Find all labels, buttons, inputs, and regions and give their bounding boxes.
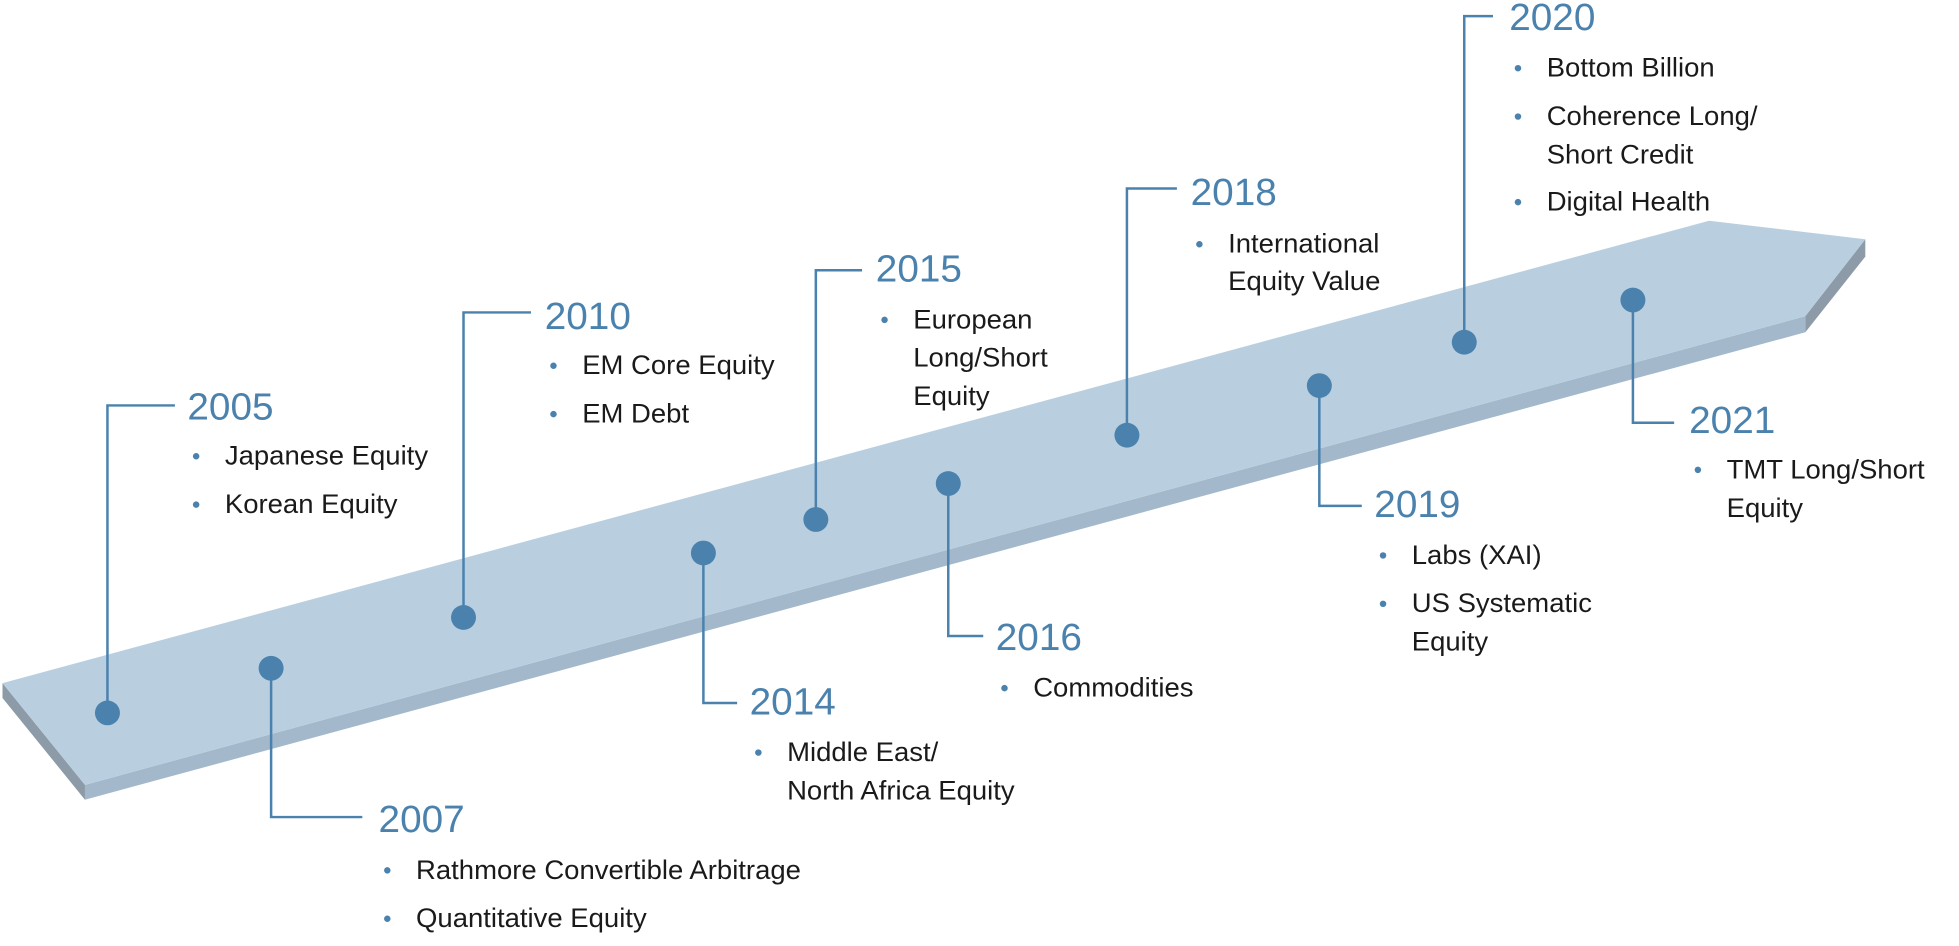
milestone-dot	[258, 655, 284, 681]
event-item: European	[913, 303, 1032, 334]
milestone-dot	[1306, 373, 1332, 398]
event-year: 2005	[187, 385, 273, 428]
connector-line	[1463, 14, 1493, 343]
event-year: 2019	[1374, 483, 1460, 526]
event-item: North Africa Equity	[787, 775, 1015, 806]
event-item: Coherence Long/	[1547, 100, 1758, 131]
connector-line	[1318, 385, 1362, 508]
event-year: 2007	[379, 798, 465, 841]
band-right-side	[1805, 239, 1866, 333]
event-item: Equity	[913, 380, 990, 411]
milestone-dot	[935, 471, 961, 496]
bullet	[1196, 241, 1203, 248]
milestone-dot	[1620, 287, 1646, 313]
milestone-dot	[94, 700, 120, 726]
milestone-dot	[1451, 329, 1477, 355]
event-item: Digital Health	[1547, 186, 1710, 217]
bullet	[192, 501, 200, 508]
event-item: Equity	[1412, 626, 1489, 657]
milestone-dot	[803, 507, 829, 532]
connector-line	[106, 404, 175, 713]
bullet	[1001, 684, 1008, 692]
timeline-event: 2018 International Equity Value	[1114, 171, 1380, 448]
timeline-event: 2019 Labs (XAI) US Systematic Equity	[1306, 373, 1592, 657]
connector-line	[462, 311, 531, 618]
bullet	[192, 453, 200, 460]
event-item: Equity Value	[1228, 265, 1380, 296]
event-item: EM Core Equity	[582, 349, 775, 380]
event-year: 2021	[1689, 399, 1775, 442]
connector-line	[1125, 187, 1177, 436]
event-item: Bottom Billion	[1547, 52, 1715, 83]
band-front	[84, 316, 1806, 800]
milestone-dot	[690, 540, 716, 566]
event-item: Korean Equity	[225, 488, 398, 519]
bullet	[1514, 198, 1522, 206]
bullet	[755, 749, 762, 756]
timeline-event: 2005 Japanese Equity Korean Equity	[94, 385, 428, 726]
bullet	[1514, 64, 1522, 72]
connector-line	[702, 552, 738, 705]
event-item: TMT Long/Short	[1727, 453, 1925, 484]
timeline-event: 2020 Bottom Billion Coherence Long/Short C…	[1451, 0, 1758, 355]
event-year: 2018	[1191, 171, 1277, 214]
timeline-event: 2010 EM Core Equity EM Debt	[451, 295, 775, 630]
timeline-event: 2021 TMT Long/Short Equity	[1620, 287, 1925, 523]
bullet	[550, 362, 557, 369]
milestone-dot	[451, 605, 477, 630]
event-item: International	[1228, 228, 1379, 259]
event-year: 2016	[996, 616, 1082, 659]
timeline-band	[2, 220, 1866, 800]
event-year: 2020	[1509, 0, 1595, 39]
bullet	[1514, 113, 1522, 120]
event-item: Quantitative Equity	[416, 902, 647, 933]
timeline-event: 2015 European Long/Short Equity	[803, 248, 1048, 532]
bullet	[1379, 552, 1387, 559]
event-item: EM Debt	[582, 398, 689, 429]
bullet	[881, 316, 888, 324]
band-left-side	[2, 683, 85, 800]
event-item: Long/Short	[913, 342, 1048, 373]
event-item: Equity	[1727, 492, 1804, 523]
timeline-event: 2016 Commodities	[935, 471, 1194, 703]
event-year: 2010	[545, 295, 631, 338]
events: 2005 Japanese Equity Korean Equity 2007 Rath…	[94, 0, 1925, 933]
event-item: Middle East/	[787, 736, 939, 767]
timeline-event: 2014 Middle East/North Africa Equity	[690, 540, 1015, 806]
event-item: Rathmore Convertible Arbitrage	[416, 854, 801, 885]
event-item: Labs (XAI)	[1412, 539, 1542, 570]
event-item: Japanese Equity	[225, 440, 428, 471]
connector-line	[1631, 300, 1675, 425]
connector-line	[269, 668, 363, 819]
event-item: Commodities	[1033, 672, 1193, 703]
bullet	[550, 410, 557, 418]
band-top	[2, 220, 1866, 785]
milestone-dot	[1114, 422, 1140, 448]
event-year: 2015	[876, 248, 962, 291]
connector-line	[947, 483, 984, 638]
timeline-event: 2007 Rathmore Convertible Arbitrage Quanti…	[258, 655, 801, 933]
bullet	[384, 915, 391, 922]
event-year: 2014	[750, 681, 836, 724]
bullet	[1694, 466, 1702, 474]
event-item: Short Credit	[1547, 139, 1694, 170]
connector-line	[814, 269, 863, 520]
event-item: US Systematic	[1412, 587, 1592, 618]
bullet	[384, 867, 391, 874]
bullet	[1379, 600, 1387, 608]
